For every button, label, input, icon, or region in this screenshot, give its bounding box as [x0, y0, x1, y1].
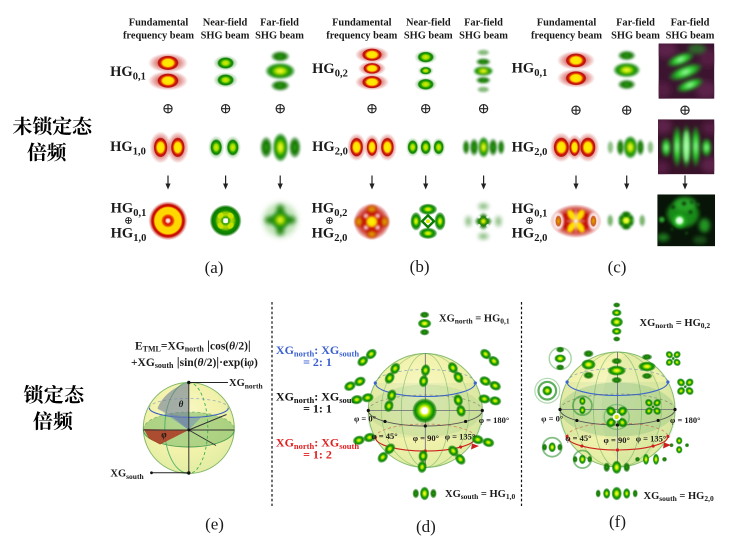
svg-text:frequency beam: frequency beam: [123, 30, 194, 41]
svg-text:SHG beam: SHG beam: [201, 30, 250, 41]
svg-text:(c): (c): [608, 258, 627, 277]
svg-text:XGnorth: XGnorth: [229, 378, 263, 391]
svg-text:= 2: 1: = 2: 1: [303, 355, 332, 369]
svg-text:(e): (e): [205, 515, 224, 534]
svg-text:HG0,1: HG0,1: [111, 201, 147, 220]
svg-text:φ = 135°: φ = 135°: [445, 432, 476, 442]
svg-text:φ: φ: [161, 430, 166, 440]
svg-text:HG0,2: HG0,2: [312, 201, 348, 220]
svg-text:Far-field: Far-field: [260, 18, 299, 29]
svg-text:φ = 0°: φ = 0°: [354, 414, 376, 424]
svg-text:HG0,1: HG0,1: [110, 64, 146, 83]
svg-text:Far-field: Far-field: [671, 18, 710, 29]
svg-text:HG2,0: HG2,0: [512, 140, 548, 159]
svg-text:XGnorth = HG0,2: XGnorth = HG0,2: [640, 318, 711, 330]
svg-text:φ = 90°: φ = 90°: [604, 435, 630, 445]
svg-text:φ = 0°: φ = 0°: [541, 414, 563, 424]
svg-text:XGnorth = HG0,1: XGnorth = HG0,1: [439, 314, 510, 326]
svg-text:φ = 135°: φ = 135°: [636, 434, 667, 444]
svg-text:SHG beam: SHG beam: [611, 30, 660, 41]
svg-text:(f): (f): [609, 512, 626, 531]
svg-text:HG2,0: HG2,0: [312, 139, 348, 158]
svg-text:SHG beam: SHG beam: [404, 30, 453, 41]
svg-text:θ: θ: [179, 399, 184, 409]
svg-text:φ = 180°: φ = 180°: [479, 415, 510, 425]
svg-text:φ = 90°: φ = 90°: [413, 433, 439, 443]
svg-text:SHG beam: SHG beam: [255, 30, 304, 41]
svg-text:HG2,0: HG2,0: [312, 226, 348, 245]
svg-text:= 1: 2: = 1: 2: [303, 448, 332, 462]
svg-text:Far-field: Far-field: [616, 18, 655, 29]
svg-text:Near-field: Near-field: [203, 18, 248, 29]
svg-text:(a): (a): [205, 258, 224, 277]
svg-text:SHG beam: SHG beam: [459, 30, 508, 41]
svg-text:frequency beam: frequency beam: [326, 30, 397, 41]
svg-text:φ = 180°: φ = 180°: [670, 415, 701, 425]
svg-text:HG0,2: HG0,2: [312, 61, 348, 80]
svg-text:ETML=XGnorth |cos(θ/2)|: ETML=XGnorth |cos(θ/2)|: [135, 338, 251, 354]
svg-text:XGnorth: XGsouth: XGnorth: XGsouth: [276, 343, 359, 358]
svg-text:frequency beam: frequency beam: [531, 30, 602, 41]
svg-text:HG1,0: HG1,0: [110, 139, 146, 158]
svg-text:(d): (d): [416, 517, 436, 536]
svg-text:Near-field: Near-field: [406, 18, 451, 29]
svg-text:(b): (b): [410, 257, 430, 276]
svg-text:XGsouth = HG2,0: XGsouth = HG2,0: [644, 491, 714, 503]
svg-text:XGsouth = HG1,0: XGsouth = HG1,0: [445, 489, 515, 501]
svg-text:HG1,0: HG1,0: [111, 226, 147, 245]
svg-text:Fundamental: Fundamental: [537, 18, 597, 29]
svg-text:Far-field: Far-field: [464, 18, 503, 29]
svg-text:= 1: 1: = 1: 1: [303, 402, 332, 416]
svg-text:SHG beam: SHG beam: [666, 30, 715, 41]
svg-text:φ = 45°: φ = 45°: [371, 431, 397, 441]
svg-text:HG0,1: HG0,1: [512, 61, 548, 80]
svg-text:Fundamental: Fundamental: [332, 18, 392, 29]
svg-text:φ = 45°: φ = 45°: [565, 433, 591, 443]
svg-text:+XGsouth |sin(θ/2)|·exp(iφ): +XGsouth |sin(θ/2)|·exp(iφ): [131, 354, 258, 370]
svg-text:Fundamental: Fundamental: [129, 18, 189, 29]
svg-text:XGsouth: XGsouth: [110, 469, 144, 482]
svg-text:HG0,1: HG0,1: [512, 201, 548, 220]
svg-text:HG2,0: HG2,0: [512, 226, 548, 245]
